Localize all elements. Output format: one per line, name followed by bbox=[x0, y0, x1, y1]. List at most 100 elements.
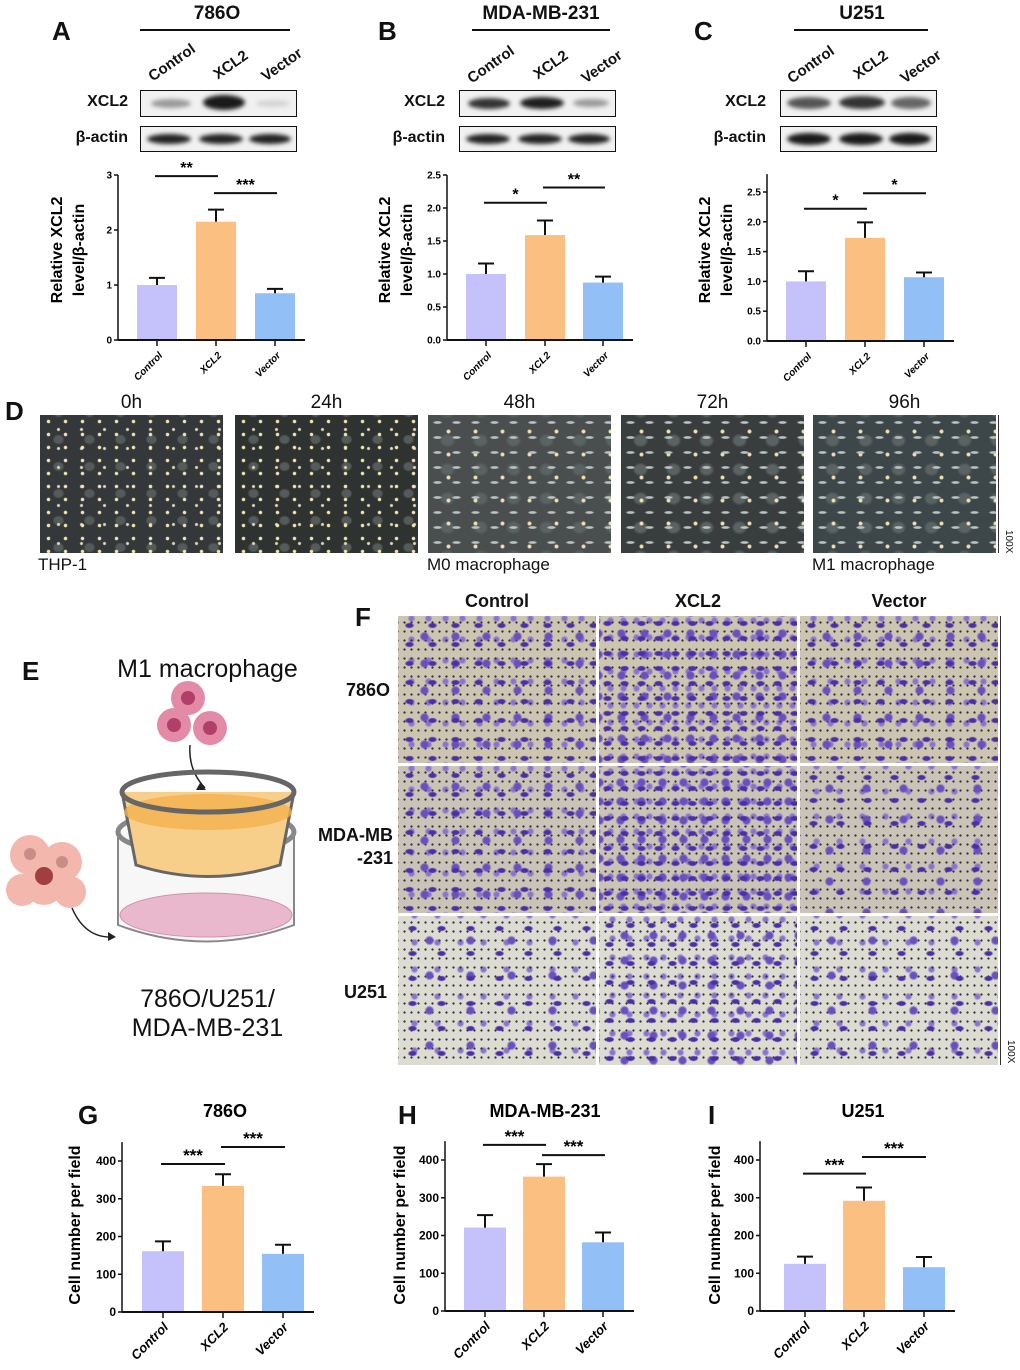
y-axis-label: Cell number per field bbox=[67, 1145, 84, 1304]
error-bar bbox=[537, 219, 553, 236]
micrograph-72h bbox=[621, 415, 804, 553]
blot-xcl2-u251 bbox=[780, 90, 937, 117]
blot-col-vector: Vector bbox=[258, 44, 306, 85]
bar-chart-c: Relative XCL2 level/β-actin Control XCL2 Vec… bbox=[697, 174, 954, 384]
error-bar bbox=[267, 287, 283, 294]
y-tick-label: 300 bbox=[96, 1192, 116, 1206]
y-tick-label: 1.5 bbox=[747, 247, 761, 258]
y-axis-label: level/β-actin bbox=[719, 204, 736, 296]
bar-chart-g: 786O Cell number per field Control XCL2 Vect… bbox=[67, 1101, 314, 1363]
x-tick-label: XCL2 bbox=[196, 1319, 231, 1354]
time-label: 96h bbox=[888, 392, 921, 413]
y-tick-label: 1.0 bbox=[747, 277, 761, 288]
scale-line bbox=[998, 415, 999, 553]
error-bar bbox=[536, 1163, 552, 1177]
y-tick-label: 0.5 bbox=[427, 303, 441, 314]
title-underline bbox=[794, 29, 928, 31]
x-tick-label: Vector bbox=[582, 350, 612, 380]
bar-xcl2 bbox=[202, 1185, 244, 1312]
bar-xcl2 bbox=[523, 1176, 565, 1311]
blot-col-xcl2: XCL2 bbox=[210, 47, 252, 83]
error-bar bbox=[478, 262, 494, 274]
x-tick-label: Vector bbox=[903, 351, 933, 381]
bar-control bbox=[142, 1251, 184, 1312]
transwell-786o-control bbox=[398, 616, 596, 763]
panel-label-e: E bbox=[22, 656, 40, 686]
blot-row-xcl2: XCL2 bbox=[404, 93, 445, 110]
cell-lines-line-1: 786O/U251/ bbox=[140, 985, 275, 1013]
bar-control bbox=[466, 274, 506, 340]
y-tick-label: 0 bbox=[747, 1304, 754, 1318]
micrograph-96h bbox=[813, 415, 996, 553]
y-tick-label: 200 bbox=[734, 1229, 754, 1243]
x-tick-label: XCL2 bbox=[527, 350, 554, 377]
y-tick-label: 400 bbox=[734, 1153, 754, 1167]
y-tick-label: 0 bbox=[109, 1305, 116, 1319]
error-bar bbox=[477, 1214, 493, 1228]
error-bar bbox=[856, 1186, 872, 1201]
chart-title: MDA-MB-231 bbox=[489, 1101, 600, 1121]
transwell-u251-vector bbox=[800, 916, 998, 1065]
arrow-head-icon bbox=[196, 783, 206, 790]
bar-chart-a: Relative XCL2 level/β-actin Control XCL2 Vec… bbox=[49, 160, 305, 383]
bar-control bbox=[464, 1227, 506, 1311]
y-axis-label: Relative XCL2 bbox=[49, 197, 66, 304]
chart-title: U251 bbox=[841, 1101, 884, 1121]
arrow-icon bbox=[189, 744, 206, 789]
magnification-label: 100X bbox=[1003, 530, 1014, 554]
bar-vector bbox=[903, 1267, 945, 1311]
time-label: 48h bbox=[503, 392, 536, 413]
bar-control bbox=[137, 285, 177, 340]
y-tick-label: 300 bbox=[419, 1191, 439, 1205]
panel-label-h: H bbox=[398, 1100, 417, 1130]
time-label: 72h bbox=[696, 392, 729, 413]
transwell-mda-xcl2 bbox=[599, 766, 797, 913]
error-bar bbox=[798, 270, 814, 282]
tw-row-u251: U251 bbox=[343, 982, 387, 1002]
bar-control bbox=[786, 281, 826, 341]
tw-row-mda-line1: MDA-MB bbox=[318, 825, 393, 845]
y-tick-label: 2.5 bbox=[747, 188, 761, 199]
significance-label: *** bbox=[884, 1139, 904, 1158]
blot-row-actin: β-actin bbox=[75, 129, 128, 146]
x-tick-label: XCL2 bbox=[517, 1318, 552, 1353]
y-tick-label: 2.5 bbox=[427, 171, 441, 182]
significance-label: *** bbox=[183, 1146, 203, 1165]
cell-lines-line-2: MDA-MB-231 bbox=[131, 1014, 284, 1042]
bar-chart-i: U251 Cell number per field Control XCL2 Vect… bbox=[707, 1101, 955, 1362]
significance-label: * bbox=[512, 187, 519, 204]
error-bar bbox=[275, 1243, 291, 1254]
transwell-u251-control bbox=[398, 916, 596, 1065]
tumor-cell-cluster-icon bbox=[6, 835, 86, 908]
bar-xcl2 bbox=[845, 237, 885, 341]
tw-col-vector: Vector bbox=[871, 591, 927, 611]
blot-row-actin: β-actin bbox=[392, 129, 445, 146]
y-tick-label: 0 bbox=[432, 1304, 439, 1318]
transwell-mda-vector bbox=[800, 766, 998, 913]
error-bar bbox=[797, 1255, 813, 1264]
error-bar bbox=[916, 271, 932, 278]
bar-vector bbox=[582, 1242, 624, 1311]
x-tick-label: Control bbox=[770, 1318, 814, 1362]
blot-col-control: Control bbox=[464, 42, 518, 87]
y-tick-label: 2 bbox=[106, 226, 112, 237]
significance-label: * bbox=[891, 177, 898, 194]
blot-title-mda: MDA-MB-231 bbox=[482, 3, 600, 24]
panel-label-b: B bbox=[378, 16, 397, 46]
caption-thp1: THP-1 bbox=[38, 555, 88, 574]
transwell-786o-xcl2 bbox=[599, 616, 797, 763]
tw-row-mda-line2: -231 bbox=[356, 848, 393, 868]
y-tick-label: 100 bbox=[734, 1266, 754, 1280]
y-tick-label: 0 bbox=[106, 336, 112, 347]
significance-label: ** bbox=[180, 160, 193, 177]
y-tick-label: 0.5 bbox=[747, 307, 761, 318]
panel-label-g: G bbox=[78, 1100, 99, 1130]
time-label: 0h bbox=[120, 392, 143, 413]
panel-label-a: A bbox=[52, 16, 71, 46]
micrograph-0h bbox=[40, 415, 223, 553]
y-tick-label: 100 bbox=[419, 1266, 439, 1280]
tw-row-786o: 786O bbox=[345, 680, 390, 700]
error-bar bbox=[857, 221, 873, 238]
blot-title-786o: 786O bbox=[193, 3, 241, 24]
